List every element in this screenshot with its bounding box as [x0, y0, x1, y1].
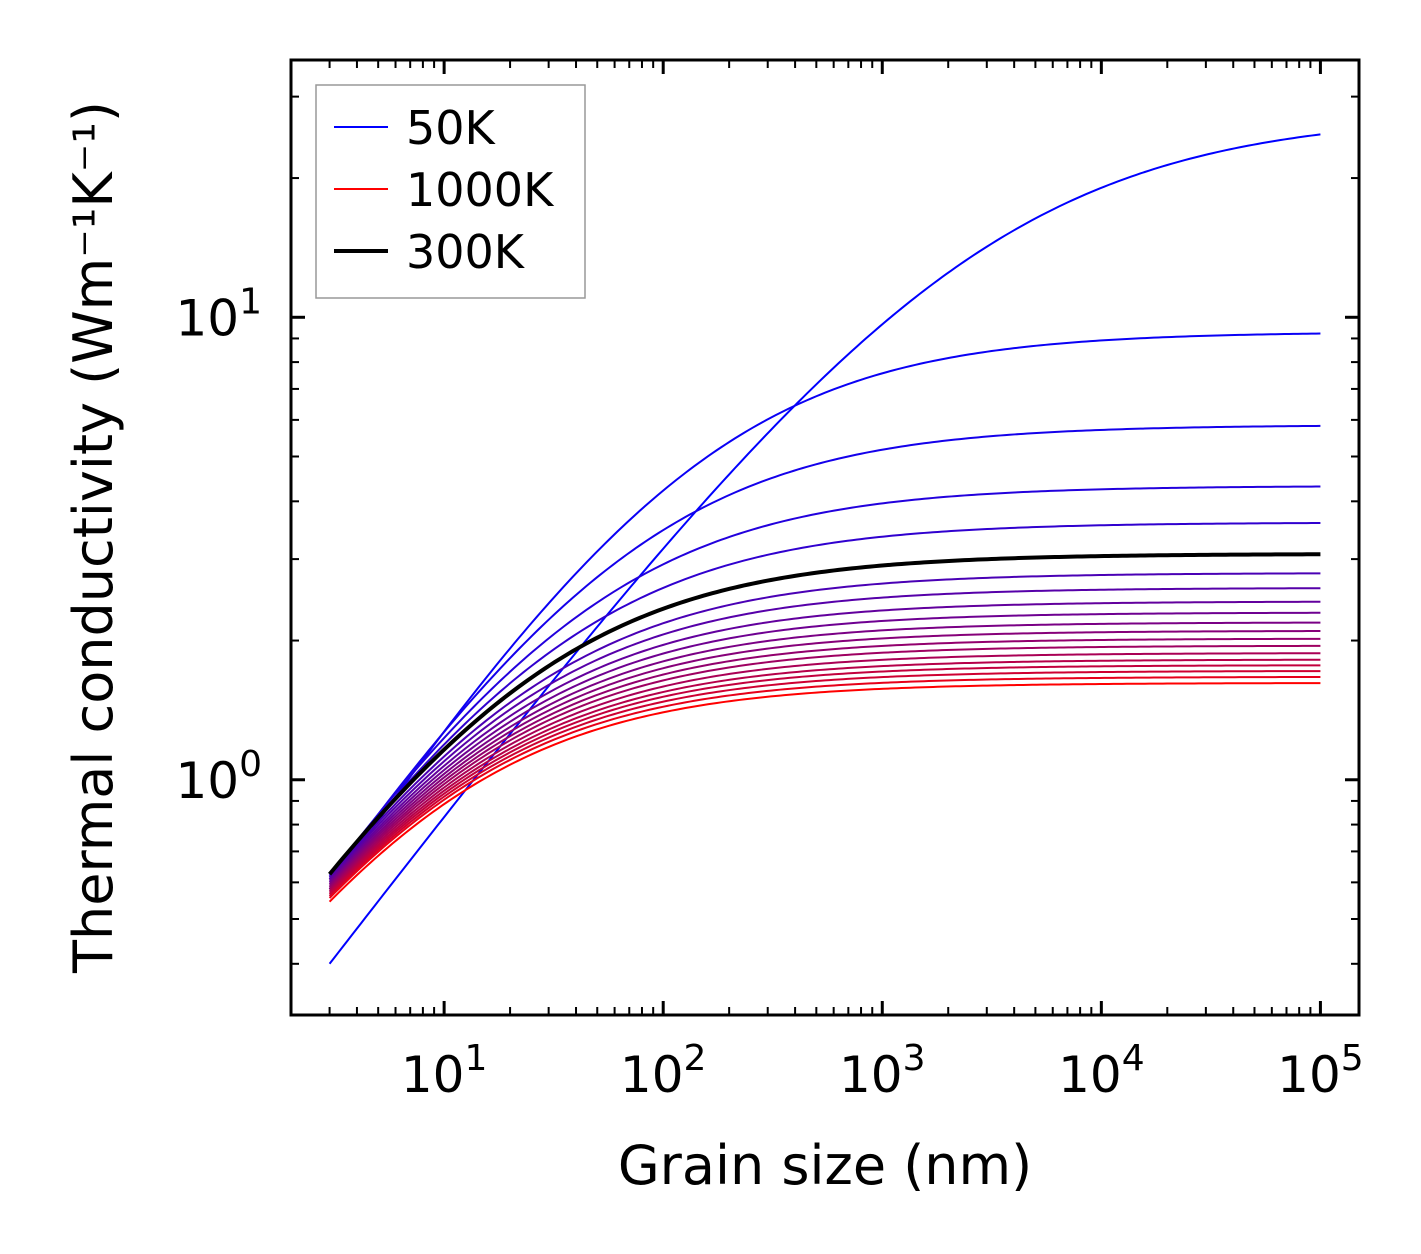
series-line-550K	[328, 621, 1321, 885]
legend-box	[315, 84, 586, 299]
plot-frame	[289, 58, 1361, 1017]
series-layer	[328, 133, 1321, 965]
series-line-650K	[328, 637, 1321, 889]
series-line-1000K	[328, 682, 1321, 903]
series-line-750K	[328, 652, 1321, 892]
x-axis-label: Grain size (nm)	[618, 1134, 1032, 1197]
highlight-layer	[328, 552, 1321, 876]
legend-label: 1000K	[406, 163, 555, 217]
series-line-400K	[328, 587, 1321, 880]
tick-label-1e5: 105	[1277, 1038, 1364, 1104]
tick-label-1e2: 102	[620, 1038, 707, 1104]
tick-label-1e1: 101	[401, 1038, 488, 1104]
legend-label: 300K	[406, 225, 526, 279]
y-axis-label: Thermal conductivity (Wm⁻¹K⁻¹)	[62, 101, 125, 974]
series-line-250K	[328, 522, 1321, 877]
y-tick-labels: 100 101	[175, 281, 262, 809]
series-line-800K	[328, 658, 1321, 894]
tick-label-1e4: 104	[1058, 1038, 1145, 1104]
x-tick-labels: 101 102 103 104 105	[401, 1038, 1364, 1104]
series-line-100K	[328, 332, 1321, 890]
series-line-200K	[328, 485, 1321, 877]
tick-label-1e1: 101	[175, 281, 262, 347]
tick-label-1e3: 103	[839, 1038, 926, 1104]
legend-entry-300K: 300K	[334, 225, 526, 279]
legend-label: 50K	[406, 101, 497, 155]
series-line-850K	[328, 664, 1321, 896]
series-line-150K	[328, 424, 1321, 880]
series-line-350K	[328, 572, 1321, 879]
tick-label-1e0: 100	[175, 744, 262, 810]
series-line-900K	[328, 670, 1321, 897]
legend: 50K 1000K 300K	[315, 84, 586, 299]
legend-entry-1000K: 1000K	[334, 163, 555, 217]
series-line-600K	[328, 630, 1321, 887]
series-line-700K	[328, 644, 1321, 890]
series-line-500K	[328, 611, 1321, 884]
legend-entry-50K: 50K	[334, 101, 497, 155]
series-line-950K	[328, 675, 1321, 899]
series-line-450K	[328, 600, 1321, 882]
series-line-300K	[328, 552, 1321, 876]
